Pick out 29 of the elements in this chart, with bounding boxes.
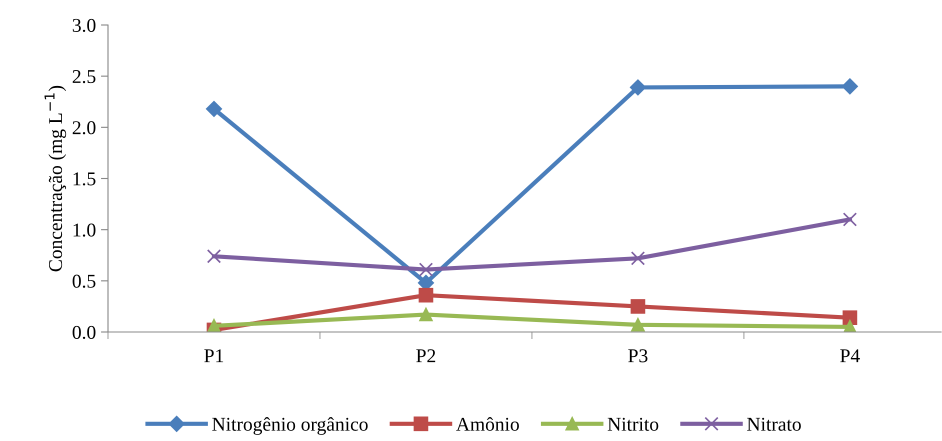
- y-tick-label: 2.0: [72, 121, 96, 134]
- point: [207, 319, 221, 332]
- y-tick-label: 3.0: [72, 18, 96, 32]
- y-tick-label: 0.5: [72, 274, 96, 288]
- x-tick-label: P2: [416, 349, 436, 362]
- y-tick-label: 1.5: [74, 172, 96, 186]
- point: [630, 299, 646, 314]
- point: [842, 310, 858, 325]
- x-tick-label: P1: [204, 349, 224, 362]
- point: [419, 308, 433, 322]
- y-tick-label: 0.0: [72, 326, 96, 340]
- y-tick-label: 1.0: [74, 223, 96, 237]
- legend-label: Nitrito: [608, 418, 658, 431]
- point: [842, 212, 857, 227]
- legend-label: Nitrogênio orgânico: [212, 417, 368, 435]
- point: [630, 251, 646, 266]
- point: [418, 288, 434, 302]
- point: [206, 249, 222, 264]
- x-tick-label: P4: [840, 349, 860, 362]
- point: [630, 80, 646, 96]
- y-axis-title: Concentração (mg L$^{−1}$): [44, 86, 66, 272]
- legend-label: Amônio: [456, 417, 519, 431]
- point: [206, 100, 222, 117]
- point: [631, 318, 645, 332]
- point: [842, 78, 858, 94]
- y-tick-label: 2.5: [72, 70, 96, 84]
- point: [418, 262, 434, 277]
- x-tick-label: P3: [628, 349, 648, 362]
- legend-label: Nitrato: [747, 418, 801, 431]
